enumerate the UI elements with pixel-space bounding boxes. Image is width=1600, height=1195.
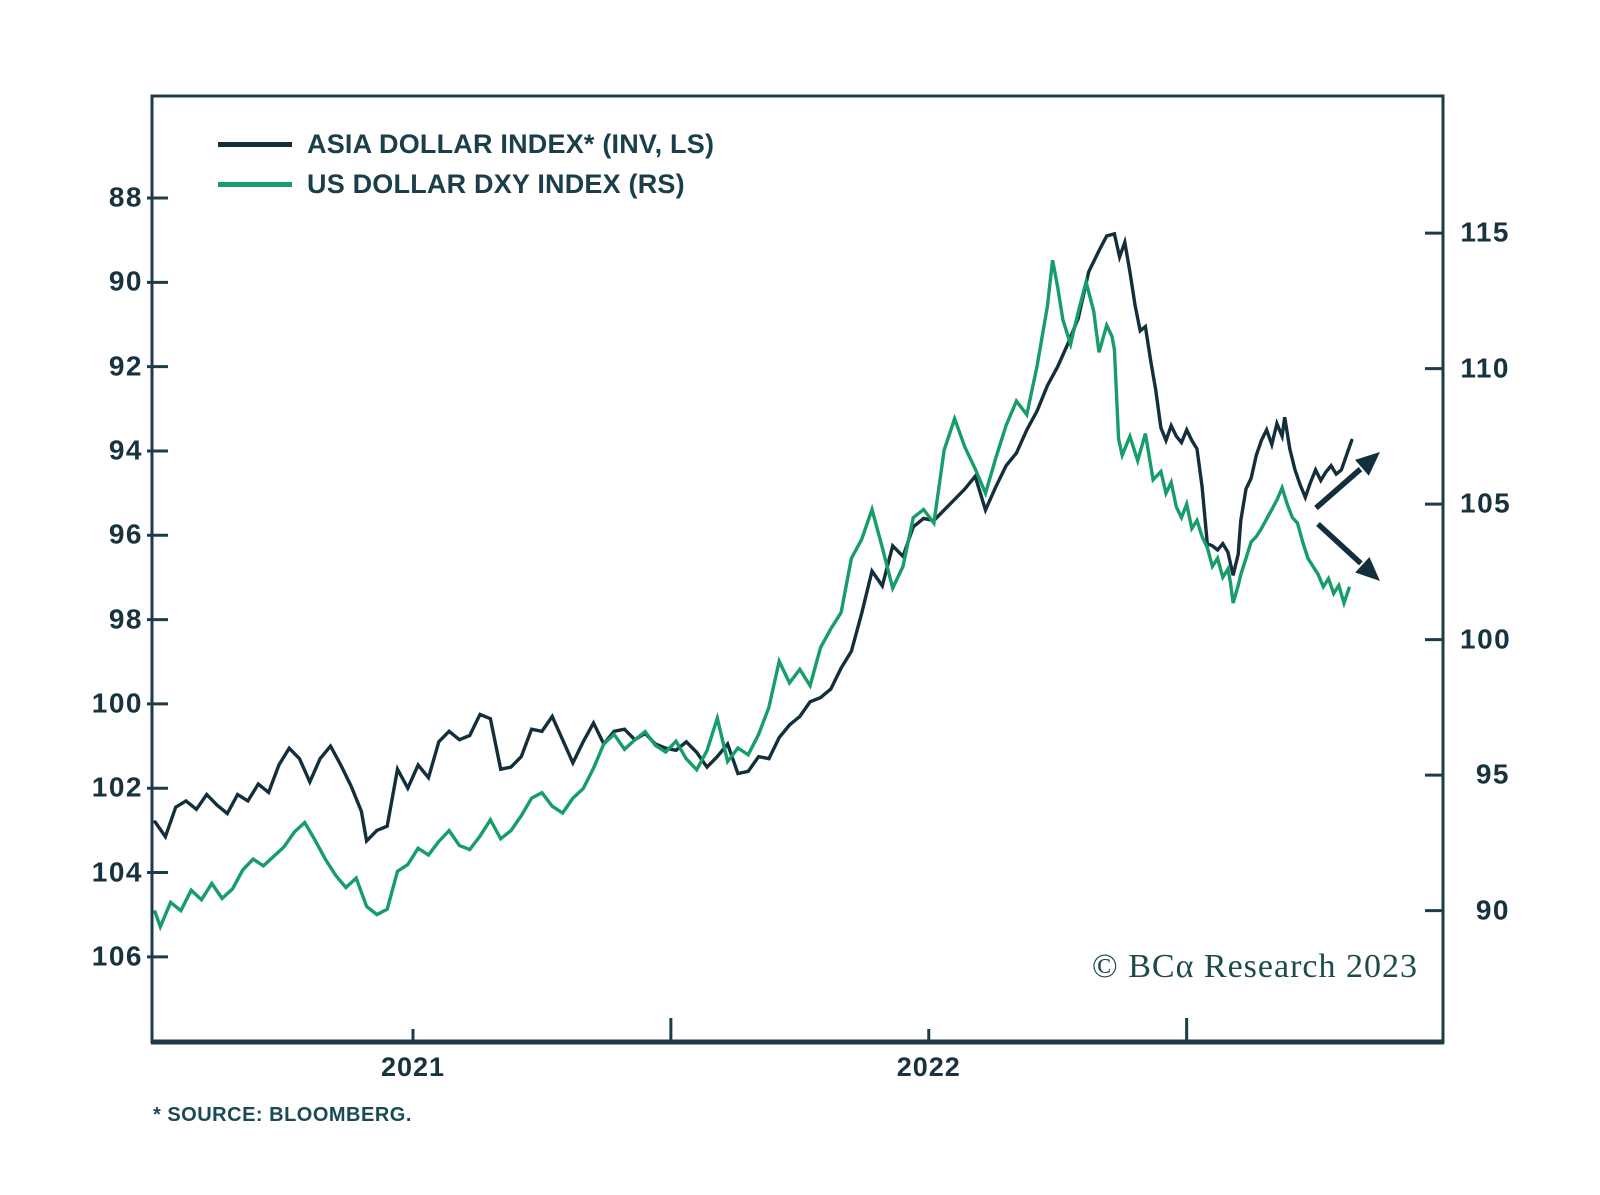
- series-line-asia-dollar-index: [153, 231, 1354, 845]
- legend-item-us-dollar-dxy-index: US DOLLAR DXY INDEX (RS): [218, 164, 714, 204]
- plot-border: [150, 94, 1445, 1044]
- asia-dollar-index-line-swatch: [218, 141, 292, 147]
- trend-arrow-shaft-down-right: [1316, 521, 1363, 566]
- trend-arrow-head-down-right: [1355, 557, 1380, 581]
- trend-arrow-head-up-right: [1355, 452, 1380, 476]
- us-dollar-dxy-index-line-swatch: [218, 181, 292, 187]
- legend-label-asia-dollar-index: ASIA DOLLAR INDEX* (INV, LS): [307, 128, 715, 159]
- series-line-us-dollar-dxy-index: [153, 259, 1351, 932]
- chart-legend: ASIA DOLLAR INDEX* (INV, LS) US DOLLAR D…: [218, 124, 714, 204]
- legend-label-us-dollar-dxy-index: US DOLLAR DXY INDEX (RS): [307, 168, 685, 199]
- legend-item-asia-dollar-index: ASIA DOLLAR INDEX* (INV, LS): [218, 124, 714, 164]
- bca-research-watermark: © BCα Research 2023: [1091, 948, 1418, 985]
- source-footnote: * SOURCE: BLOOMBERG.: [153, 1104, 412, 1126]
- trend-arrow-shaft-up-right: [1314, 467, 1363, 511]
